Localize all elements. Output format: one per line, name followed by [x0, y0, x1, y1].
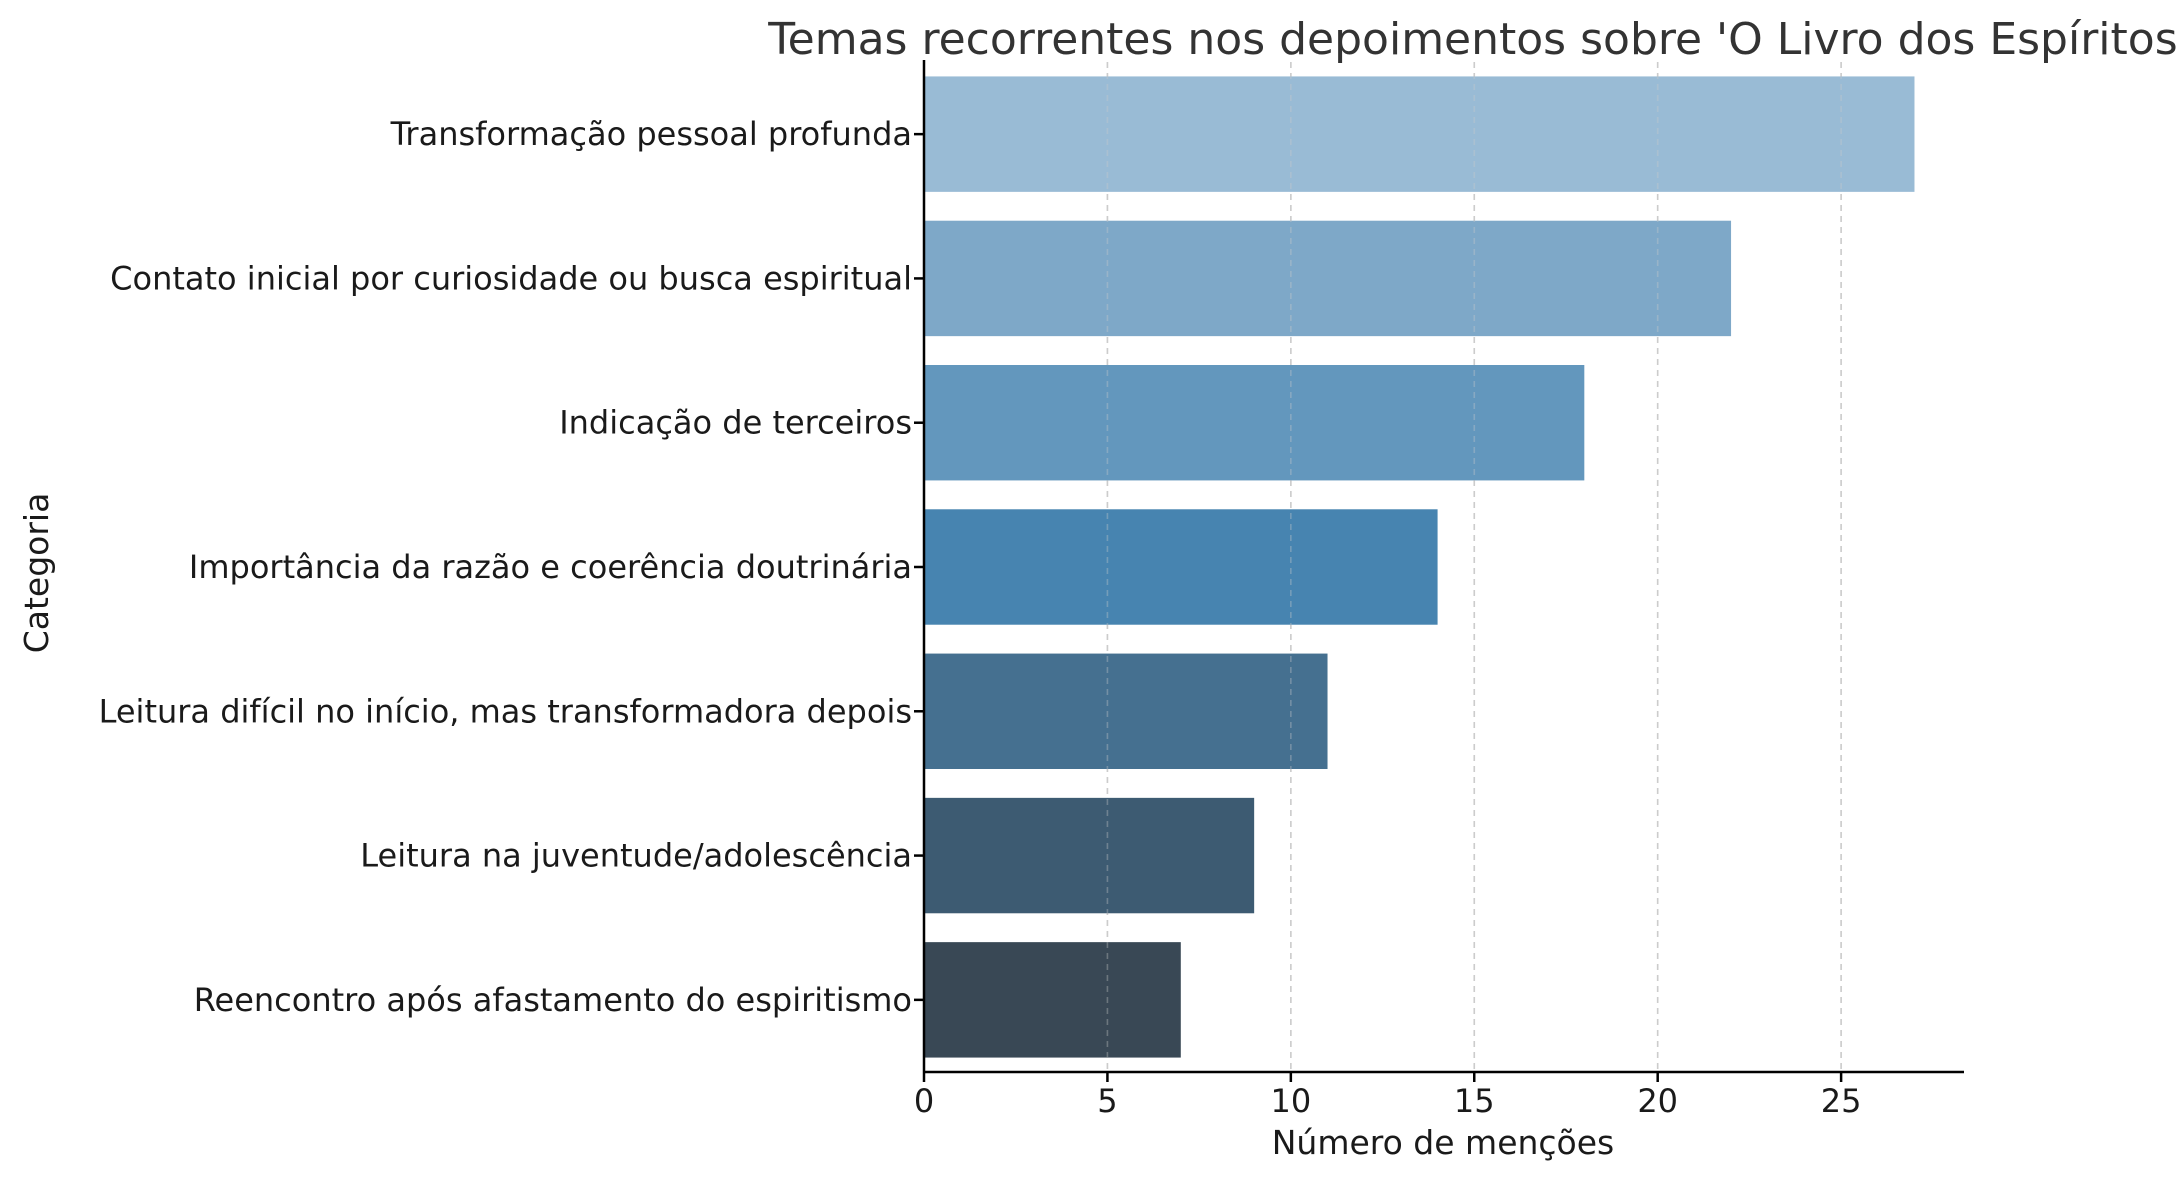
x-axis-label: Número de menções [1272, 1123, 1615, 1162]
x-tick-label-20: 20 [1637, 1082, 1678, 1120]
bar-1 [924, 76, 1915, 192]
bar-5 [924, 653, 1328, 769]
category-label-6: Leitura na juventude/adolescência [360, 837, 912, 875]
x-tick-label-10: 10 [1270, 1082, 1311, 1120]
category-label-1: Transformação pessoal profunda [390, 115, 912, 153]
bar-7 [924, 942, 1181, 1058]
category-label-4: Importância da razão e coerência doutrin… [189, 548, 912, 586]
chart-title: Temas recorrentes nos depoimentos sobre … [767, 14, 2179, 65]
x-tick-label-5: 5 [1097, 1082, 1117, 1120]
bars [924, 76, 1915, 1058]
category-label-2: Contato inicial por curiosidade ou busca… [110, 259, 912, 297]
category-label-5: Leitura difícil no início, mas transform… [99, 692, 912, 730]
x-tick-label-25: 25 [1821, 1082, 1862, 1120]
bar-3 [924, 365, 1585, 481]
x-tick-label-0: 0 [914, 1082, 934, 1120]
bar-6 [924, 797, 1255, 914]
x-tick-label-15: 15 [1454, 1082, 1495, 1120]
category-labels: Transformação pessoal profunda Contato in… [99, 115, 924, 1019]
bar-4 [924, 509, 1438, 625]
x-ticks: 0 5 10 15 20 25 [914, 1072, 1862, 1120]
category-label-3: Indicação de terceiros [559, 404, 912, 442]
y-axis-label: Categoria [17, 493, 56, 654]
bar-2 [924, 220, 1732, 337]
category-label-7: Reencontro após afastamento do espiritis… [194, 981, 912, 1019]
